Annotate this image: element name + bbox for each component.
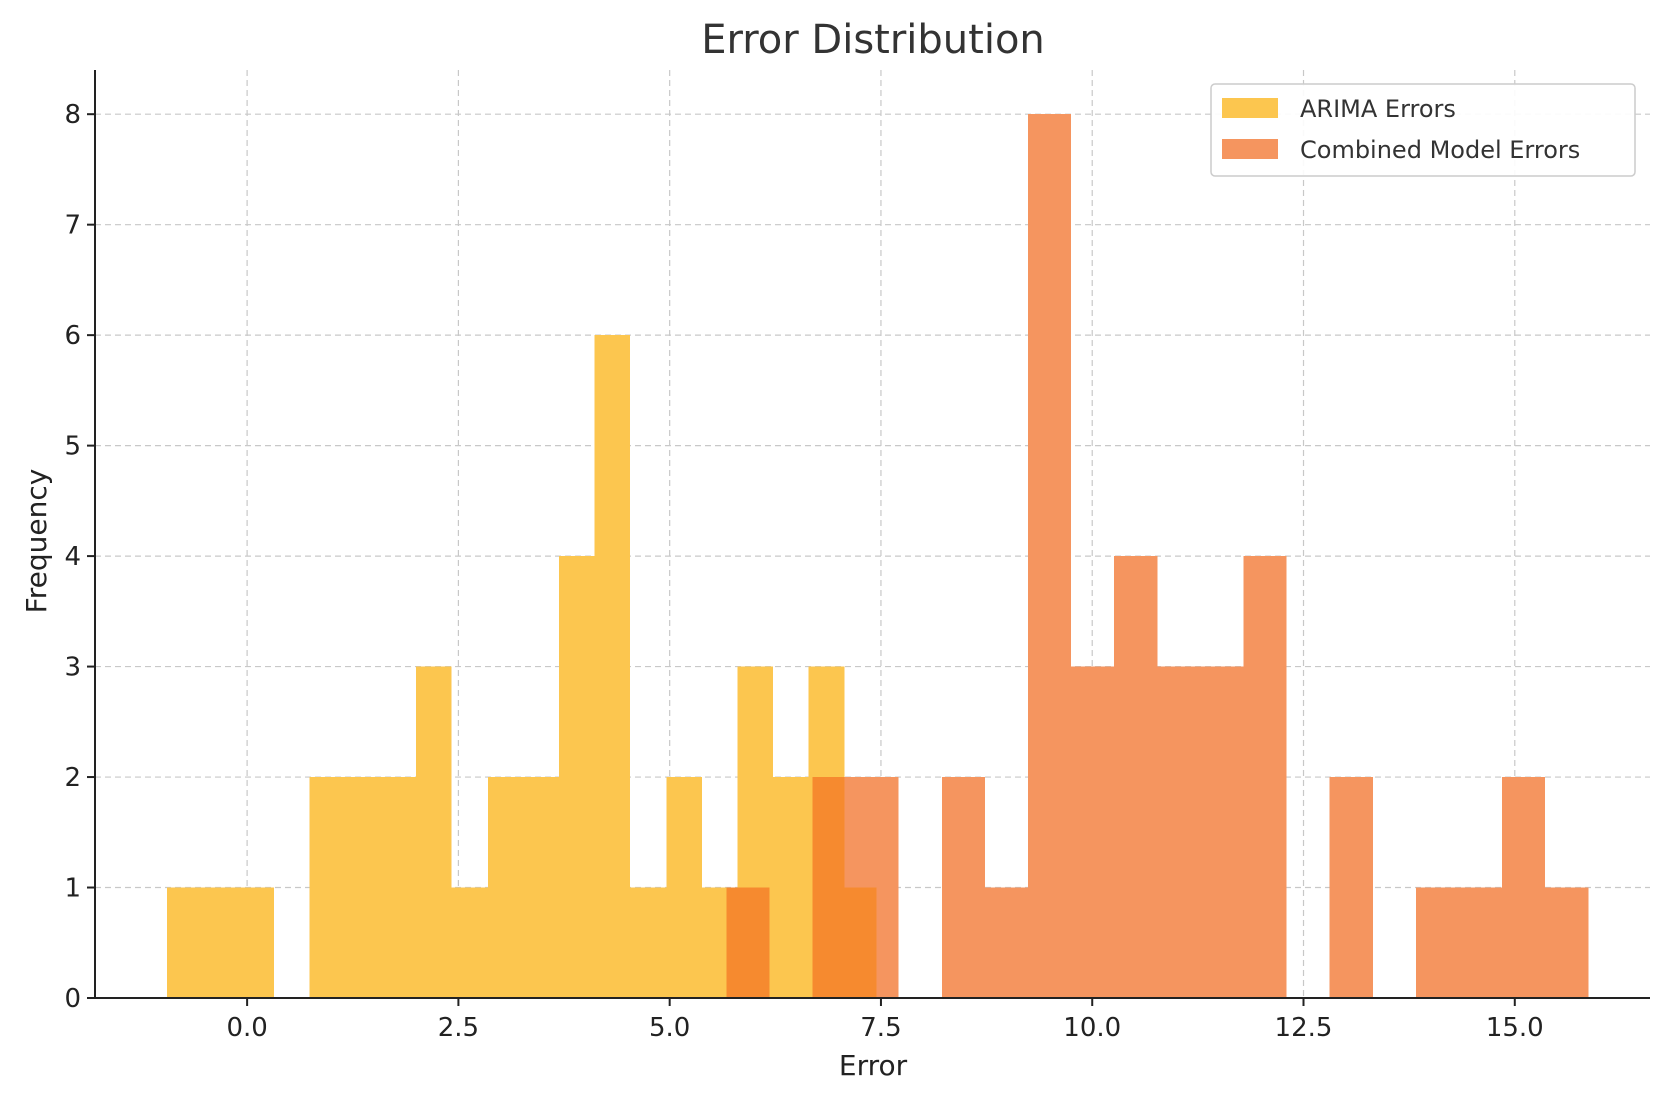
y-tick-label: 0 [64,984,81,1014]
combined-bar [984,887,1028,998]
y-tick-label: 8 [64,100,81,130]
arima-bar [772,777,809,998]
y-axis-label: Frequency [20,469,53,614]
y-ticks: 0 1 2 3 4 5 6 7 8 [64,100,95,1014]
combined-bar [1329,777,1373,998]
legend-label-combined: Combined Model Errors [1300,136,1580,164]
x-tick-label: 12.5 [1275,1013,1333,1043]
arima-bar [629,887,667,998]
legend: ARIMA Errors Combined Model Errors [1210,83,1636,177]
combined-bar [941,777,985,998]
arima-bar [594,335,630,999]
arima-bar [202,887,238,998]
y-tick-label: 7 [64,211,81,241]
y-tick-label: 4 [64,542,81,572]
arima-bar [416,666,452,998]
x-tick-label: 15.0 [1486,1013,1544,1043]
y-tick-label: 3 [64,653,81,683]
combined-bar [1243,556,1287,998]
x-tick-label: 10.0 [1063,1013,1121,1043]
combined-bar [1200,666,1244,998]
y-tick-label: 1 [64,874,81,904]
chart-title: Error Distribution [701,17,1045,63]
combined-bar [1545,887,1589,998]
arima-bar [345,777,381,998]
arima-bar [451,887,488,998]
arima-bar [166,887,203,998]
legend-label-arima: ARIMA Errors [1300,95,1456,123]
legend-swatch-arima [1222,98,1278,118]
arima-bar [309,777,346,998]
arima-bar [237,887,275,998]
histogram-bars [166,114,1589,999]
x-tick-label: 7.5 [860,1013,901,1043]
x-tick-label: 2.5 [438,1013,479,1043]
arima-bar [558,556,595,998]
legend-box [1210,83,1636,177]
arima-bar [666,777,702,998]
y-tick-label: 2 [64,763,81,793]
combined-bar [1157,666,1201,998]
overlap-bar [726,887,770,998]
arima-bar [487,777,524,998]
combined-bar [1502,777,1546,998]
arima-bar [380,777,417,998]
x-axis-label: Error [839,1049,908,1082]
y-tick-label: 6 [64,321,81,351]
combined-bar [1028,114,1072,998]
x-tick-label: 0.0 [226,1013,267,1043]
x-ticks: 0.0 2.5 5.0 7.5 10.0 12.5 15.0 [226,998,1544,1043]
combined-bar [1071,666,1115,998]
overlap-bar [844,887,877,998]
overlap-bar [812,777,845,998]
combined-bar [1459,887,1503,998]
combined-bar [1114,556,1158,998]
legend-swatch-combined [1222,139,1278,159]
combined-bar [1415,887,1460,998]
x-tick-label: 5.0 [649,1013,690,1043]
y-tick-label: 5 [64,432,81,462]
arima-bar [523,777,559,998]
